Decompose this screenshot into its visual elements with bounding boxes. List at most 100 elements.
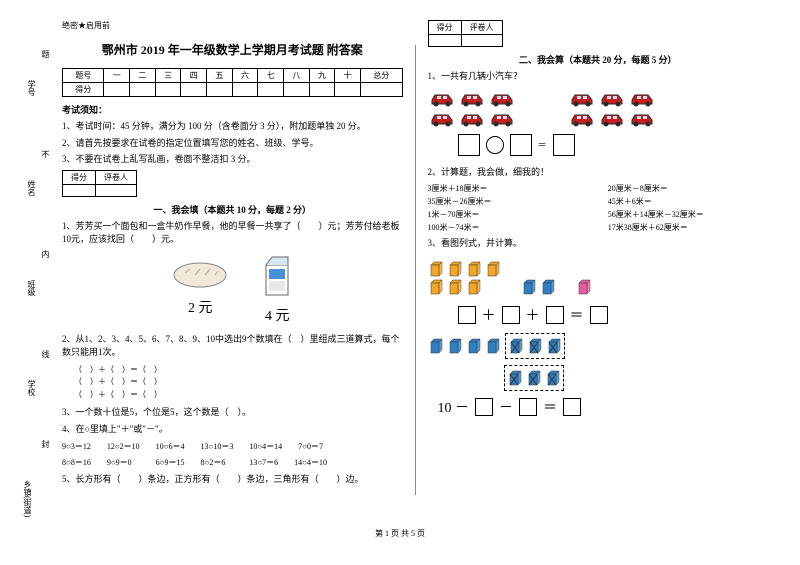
- q1-4-line: 9○3＝12 12○2＝10 10○6＝4 13○10＝3 10○4＝14 7○…: [62, 441, 403, 453]
- car-group-right: [568, 90, 668, 128]
- fill-line: （ ）＋（ ）＝（ ）: [74, 364, 403, 377]
- page-container: 绝密★启用前 鄂州市 2019 年一年级数学上学期月考试题 附答案 题号 一 二…: [0, 0, 800, 520]
- th: 三: [155, 69, 181, 83]
- plus-sign: ＋: [482, 305, 496, 325]
- equals-sign: ＝: [570, 305, 584, 325]
- score-value-row: 得分: [63, 83, 403, 97]
- dashed-group: [504, 365, 564, 391]
- food-illustration: 2 元 4 元: [62, 255, 403, 325]
- ten-minus: 10 －: [438, 397, 470, 417]
- question-1-3: 3、一个数十位是5，个位是5，这个数是（ ）。: [62, 406, 403, 420]
- calc-item: 45米＋6米＝: [608, 196, 768, 207]
- cubes-bottom: [428, 333, 769, 359]
- equals-sign: ＝: [538, 138, 547, 151]
- answer-box[interactable]: [519, 398, 537, 416]
- answer-box[interactable]: [458, 306, 476, 324]
- question-1-1: 1、芳芳买一个面包和一盒牛奶作早餐，他的早餐一共享了（ ）元；芳芳付给老板10元…: [62, 220, 403, 247]
- cube-group-pink: [576, 277, 592, 297]
- calc-item: 56厘米＋14厘米－32厘米＝: [608, 209, 768, 220]
- answer-box[interactable]: [458, 134, 480, 156]
- th: 十: [335, 69, 361, 83]
- calc-item: 1米－70厘米＝: [428, 209, 588, 220]
- bread-icon: [170, 255, 230, 291]
- car-equation: ＝: [458, 134, 769, 156]
- bread-item: 2 元: [170, 255, 230, 325]
- plus-sign: ＋: [526, 305, 540, 325]
- bind-label: 学校: [26, 380, 37, 396]
- th: 五: [207, 69, 233, 83]
- bind-mark: 不: [40, 150, 51, 164]
- cell: 评卷人: [461, 21, 502, 35]
- question-1-2: 2、从1、2、3、4、5、6、7、8、9、10中选出9个数填在（ ）里组成三道算…: [62, 333, 403, 360]
- section1-title: 一、我会填（本题共 10 分，每题 2 分）: [62, 203, 403, 216]
- equals-sign: ＝: [543, 397, 557, 417]
- answer-box[interactable]: [510, 134, 532, 156]
- score-header-row: 题号 一 二 三 四 五 六 七 八 九 十 总分: [63, 69, 403, 83]
- answer-box[interactable]: [553, 134, 575, 156]
- th: 一: [104, 69, 130, 83]
- operator-circle[interactable]: [486, 136, 504, 154]
- question-2-1: 1、一共有几辆小汽车？: [428, 70, 769, 84]
- answer-box[interactable]: [475, 398, 493, 416]
- answer-box[interactable]: [502, 306, 520, 324]
- cube-group-orange: [428, 259, 501, 297]
- fill-equations: （ ）＋（ ）＝（ ） （ ）＋（ ）＝（ ） （ ）＋（ ）＝（ ）: [74, 364, 403, 402]
- th: 六: [232, 69, 258, 83]
- cars-illustration: [428, 90, 769, 128]
- fill-line: （ ）＋（ ）＝（ ）: [74, 389, 403, 402]
- dashed-group: [505, 333, 565, 359]
- cubes-top: [428, 259, 769, 297]
- answer-box[interactable]: [563, 398, 581, 416]
- score-table: 题号 一 二 三 四 五 六 七 八 九 十 总分 得分: [62, 68, 403, 97]
- question-2-3: 3、看图列式，并计算。: [428, 237, 769, 251]
- calc-item: 3厘米＋18厘米＝: [428, 183, 588, 194]
- answer-box[interactable]: [590, 306, 608, 324]
- bind-label: 乡镇(街道): [22, 480, 33, 517]
- th: 二: [130, 69, 156, 83]
- calc-item: 35厘米－26厘米＝: [428, 196, 588, 207]
- cell: 得分: [428, 21, 461, 35]
- q1-4-line: 8○8＝16 9○9＝0 6○9＝15 8○2＝6 13○7＝6 14○4＝10: [62, 457, 403, 469]
- milk-icon: [260, 255, 294, 299]
- grader-box: 得分评卷人: [62, 170, 137, 197]
- answer-box[interactable]: [546, 306, 564, 324]
- bind-mark: 线: [40, 350, 51, 364]
- question-2-2: 2、计算题，我会做，细我的！: [428, 166, 769, 180]
- cube-equation-2: 10 － － ＝: [438, 397, 769, 417]
- cell: 评卷人: [96, 170, 137, 184]
- bind-label: 学号: [26, 80, 37, 96]
- bread-price: 2 元: [170, 297, 230, 317]
- confidential-mark: 绝密★启用前: [62, 20, 403, 31]
- notice-item: 2、请首先按要求在试卷的指定位置填写您的姓名、班级、学号。: [62, 137, 403, 151]
- th: 九: [309, 69, 335, 83]
- section2-title: 二、我会算（本题共 20 分，每题 5 分）: [428, 53, 769, 66]
- calc-item: 20厘米－8厘米＝: [608, 183, 768, 194]
- cube-equation-1: ＋ ＋ ＝: [458, 305, 769, 325]
- cube-groups: [428, 259, 769, 297]
- calc-grid: 3厘米＋18厘米＝ 20厘米－8厘米＝ 35厘米－26厘米＝ 45米＋6米＝ 1…: [428, 183, 769, 233]
- fill-line: （ ）＋（ ）＝（ ）: [74, 376, 403, 389]
- th: 题号: [63, 69, 104, 83]
- bind-mark: 内: [40, 250, 51, 264]
- calc-item: 17米38厘米＋62厘米＝: [608, 222, 768, 233]
- notice-item: 3、不要在试卷上乱写乱画，卷面不整洁扣 3 分。: [62, 153, 403, 167]
- calc-item: 100米－74米＝: [428, 222, 588, 233]
- bind-mark: 封: [40, 440, 51, 454]
- th: 八: [284, 69, 310, 83]
- car-group-left: [428, 90, 528, 128]
- bind-label: 班级: [26, 280, 37, 296]
- left-column: 绝密★启用前 鄂州市 2019 年一年级数学上学期月考试题 附答案 题号 一 二…: [50, 20, 415, 520]
- question-1-4: 4、在○里填上"＋"或"－"。: [62, 423, 403, 437]
- th: 总分: [361, 69, 403, 83]
- right-column: 得分评卷人 二、我会算（本题共 20 分，每题 5 分） 1、一共有几辆小汽车？…: [416, 20, 781, 520]
- th: 七: [258, 69, 284, 83]
- question-1-5: 5、长方形有（ ）条边，正方形有（ ）条边，三角形有（ ）边。: [62, 473, 403, 487]
- exam-title: 鄂州市 2019 年一年级数学上学期月考试题 附答案: [62, 41, 403, 58]
- notice-list: 1、考试时间：45 分钟，满分为 100 分（含卷面分 3 分），附加题单独 2…: [62, 120, 403, 167]
- cube-group-blue: [521, 277, 556, 297]
- milk-item: 4 元: [260, 255, 294, 325]
- cell: 得分: [63, 170, 96, 184]
- page-footer: 第 1 页 共 5 页: [0, 528, 800, 539]
- minus-sign: －: [499, 397, 513, 417]
- th: 四: [181, 69, 207, 83]
